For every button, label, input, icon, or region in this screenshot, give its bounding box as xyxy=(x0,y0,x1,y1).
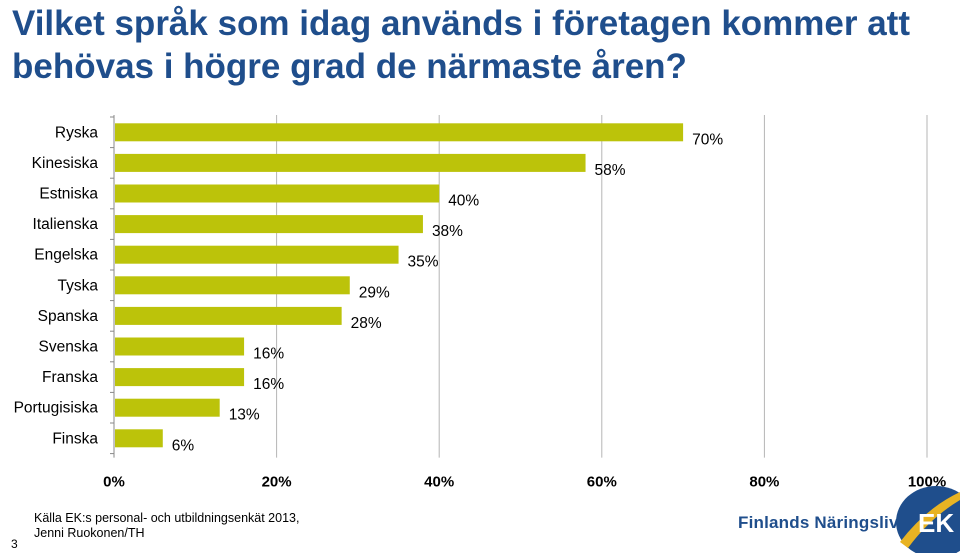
chart-gridlines xyxy=(110,115,928,458)
bar xyxy=(115,276,350,295)
bar xyxy=(115,368,245,387)
source-line-1: Källa EK:s personal- och utbildningsenkä… xyxy=(34,511,300,525)
value-label: 28% xyxy=(351,315,382,332)
source-note: Källa EK:s personal- och utbildningsenkä… xyxy=(34,511,324,541)
bar xyxy=(115,153,586,172)
value-label: 40% xyxy=(448,193,479,210)
bar xyxy=(115,306,342,325)
bar xyxy=(115,184,440,203)
x-tick-label: 20% xyxy=(262,474,292,490)
value-label: 58% xyxy=(595,162,626,179)
category-label: Tyska xyxy=(58,277,99,294)
value-label: 16% xyxy=(253,346,284,363)
x-tick-label: 100% xyxy=(908,474,946,490)
chart-value-labels: 70% 58% 40% 38% 35% 29% 28% 16% 16% 13% 6% xyxy=(172,131,724,454)
chart-x-tick-labels: 0% 20% 40% 60% 80% 100% xyxy=(103,474,946,490)
category-label: Ryska xyxy=(55,124,98,141)
chart-category-labels: Ryska Kinesiska Estniska Italienska Engelska… xyxy=(14,124,99,447)
category-label: Engelska xyxy=(34,247,98,264)
page-title: Vilket språk som idag används i företage… xyxy=(12,4,910,86)
category-label: Italienska xyxy=(33,216,99,233)
value-label: 38% xyxy=(432,223,463,240)
value-label: 70% xyxy=(692,131,723,148)
category-label: Svenska xyxy=(39,339,99,356)
bar xyxy=(115,215,423,234)
value-label: 13% xyxy=(229,407,260,424)
x-tick-label: 60% xyxy=(587,474,617,490)
svg-text:EK: EK xyxy=(918,508,954,538)
value-label: 6% xyxy=(172,437,195,454)
category-label: Franska xyxy=(42,369,98,386)
company-logo-text: Finlands Näringsliv xyxy=(738,513,899,532)
page-number: 3 xyxy=(11,537,18,551)
category-label: Spanska xyxy=(38,308,99,325)
bar xyxy=(115,337,245,356)
x-tick-label: 80% xyxy=(749,474,779,490)
x-tick-label: 40% xyxy=(424,474,454,490)
value-label: 29% xyxy=(359,284,390,301)
source-line-2: Jenni Ruokonen/TH xyxy=(34,526,145,540)
x-tick-label: 0% xyxy=(103,474,125,490)
value-label: 16% xyxy=(253,376,284,393)
value-label: 35% xyxy=(408,254,439,271)
category-label: Portugisiska xyxy=(14,400,99,417)
bar-chart: Ryska Kinesiska Estniska Italienska Engelska… xyxy=(14,115,946,490)
bar xyxy=(115,123,684,142)
category-label: Finska xyxy=(52,430,98,447)
bar xyxy=(115,245,399,264)
bar xyxy=(115,398,220,417)
ek-logo-icon: EK xyxy=(896,486,960,553)
chart-bars xyxy=(115,123,684,448)
category-label: Estniska xyxy=(39,186,98,203)
category-label: Kinesiska xyxy=(32,155,99,172)
bar xyxy=(115,429,163,448)
